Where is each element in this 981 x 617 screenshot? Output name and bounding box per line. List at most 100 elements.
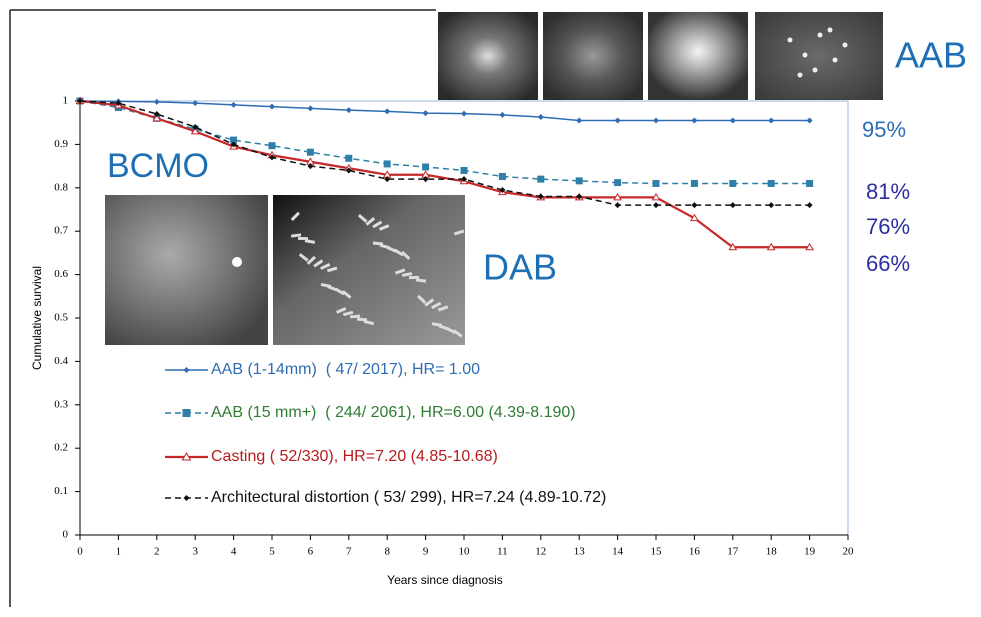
image-detail: [818, 33, 823, 38]
marker: [231, 102, 237, 108]
marker: [576, 177, 583, 184]
x-tick-label: 17: [727, 546, 739, 558]
marker: [461, 167, 468, 174]
legend-marker: [184, 495, 190, 501]
x-tick-label: 13: [574, 546, 586, 558]
legend-label: Architectural distortion ( 53/ 299), HR=…: [211, 489, 606, 506]
marker: [653, 202, 659, 208]
x-tick-label: 18: [766, 546, 778, 558]
marker: [768, 118, 774, 124]
marker: [653, 180, 660, 187]
x-tick-label: 3: [192, 546, 198, 558]
marker: [691, 180, 698, 187]
image-detail: [813, 68, 818, 73]
marker: [614, 179, 621, 186]
annotation: 76%: [866, 214, 910, 239]
annotation: BCMO: [107, 147, 209, 185]
x-axis-label: Years since diagnosis: [387, 573, 503, 587]
marker: [730, 202, 736, 208]
marker: [807, 202, 813, 208]
x-tick-label: 7: [346, 546, 352, 558]
marker: [615, 202, 621, 208]
marker: [768, 202, 774, 208]
image: [543, 12, 643, 100]
marker: [807, 118, 813, 124]
marker: [806, 180, 813, 187]
annotation: 81%: [866, 179, 910, 204]
x-tick-label: 8: [384, 546, 390, 558]
marker: [499, 112, 505, 118]
marker: [423, 110, 429, 116]
x-tick-label: 2: [154, 546, 160, 558]
image-detail: [798, 73, 803, 78]
x-tick-label: 16: [689, 546, 701, 558]
series-line: [80, 101, 810, 121]
marker: [269, 142, 276, 149]
legend-label: AAB (1-14mm) ( 47/ 2017), HR= 1.00: [211, 361, 480, 378]
marker: [345, 155, 352, 162]
annotation: AAB: [895, 35, 967, 76]
marker: [538, 114, 544, 120]
marker: [307, 149, 314, 156]
x-tick-label: 15: [651, 546, 663, 558]
y-tick-label: 0.1: [54, 485, 68, 497]
legend-label: Casting ( 52/330), HR=7.20 (4.85-10.68): [211, 448, 498, 465]
marker: [576, 118, 582, 124]
x-tick-label: 12: [535, 546, 546, 558]
marker: [384, 160, 391, 167]
image-detail: [298, 237, 308, 240]
x-tick-label: 14: [612, 546, 624, 558]
y-tick-label: 0.3: [54, 398, 68, 410]
marker: [307, 105, 313, 111]
image-detail: [409, 276, 419, 279]
chart: 0123456789101112131415161718192000.10.20…: [0, 0, 981, 617]
marker: [269, 104, 275, 110]
image: [755, 12, 883, 100]
y-tick-label: 0: [63, 529, 69, 541]
legend-label: AAB (15 mm+) ( 244/ 2061), HR=6.00 (4.39…: [211, 404, 576, 421]
x-tick-label: 9: [423, 546, 429, 558]
annotation: 95%: [862, 117, 906, 142]
image: [105, 195, 268, 345]
y-tick-label: 0.6: [54, 268, 68, 280]
x-tick-label: 6: [308, 546, 314, 558]
marker: [615, 118, 621, 124]
marker: [384, 108, 390, 114]
marker: [499, 173, 506, 180]
marker: [422, 163, 429, 170]
y-tick-label: 0.2: [54, 442, 68, 454]
x-tick-label: 5: [269, 546, 275, 558]
image-dot: [232, 257, 242, 267]
marker: [346, 107, 352, 113]
x-tick-label: 1: [116, 546, 122, 558]
marker: [653, 118, 659, 124]
image-detail: [803, 53, 808, 58]
marker: [730, 118, 736, 124]
image-detail: [788, 38, 793, 43]
image-detail: [833, 58, 838, 63]
marker: [691, 118, 697, 124]
x-tick-label: 4: [231, 546, 237, 558]
x-tick-label: 20: [843, 546, 855, 558]
legend-marker: [183, 409, 191, 417]
marker: [691, 202, 697, 208]
y-tick-label: 1: [63, 95, 69, 107]
marker: [729, 180, 736, 187]
x-tick-label: 19: [804, 546, 816, 558]
y-axis-label: Cumulative survival: [30, 266, 44, 370]
marker: [461, 111, 467, 117]
marker: [154, 99, 160, 105]
legend-marker: [184, 367, 190, 373]
image: [438, 12, 538, 100]
image: [648, 12, 748, 100]
image-detail: [843, 43, 848, 48]
x-tick-label: 0: [77, 546, 83, 558]
y-tick-label: 0.9: [54, 138, 68, 150]
x-tick-label: 10: [459, 546, 471, 558]
x-tick-label: 11: [497, 546, 508, 558]
y-tick-label: 0.8: [54, 181, 68, 193]
marker: [537, 176, 544, 183]
y-tick-label: 0.4: [54, 355, 68, 367]
annotation: DAB: [483, 247, 557, 288]
y-tick-label: 0.7: [54, 225, 68, 237]
